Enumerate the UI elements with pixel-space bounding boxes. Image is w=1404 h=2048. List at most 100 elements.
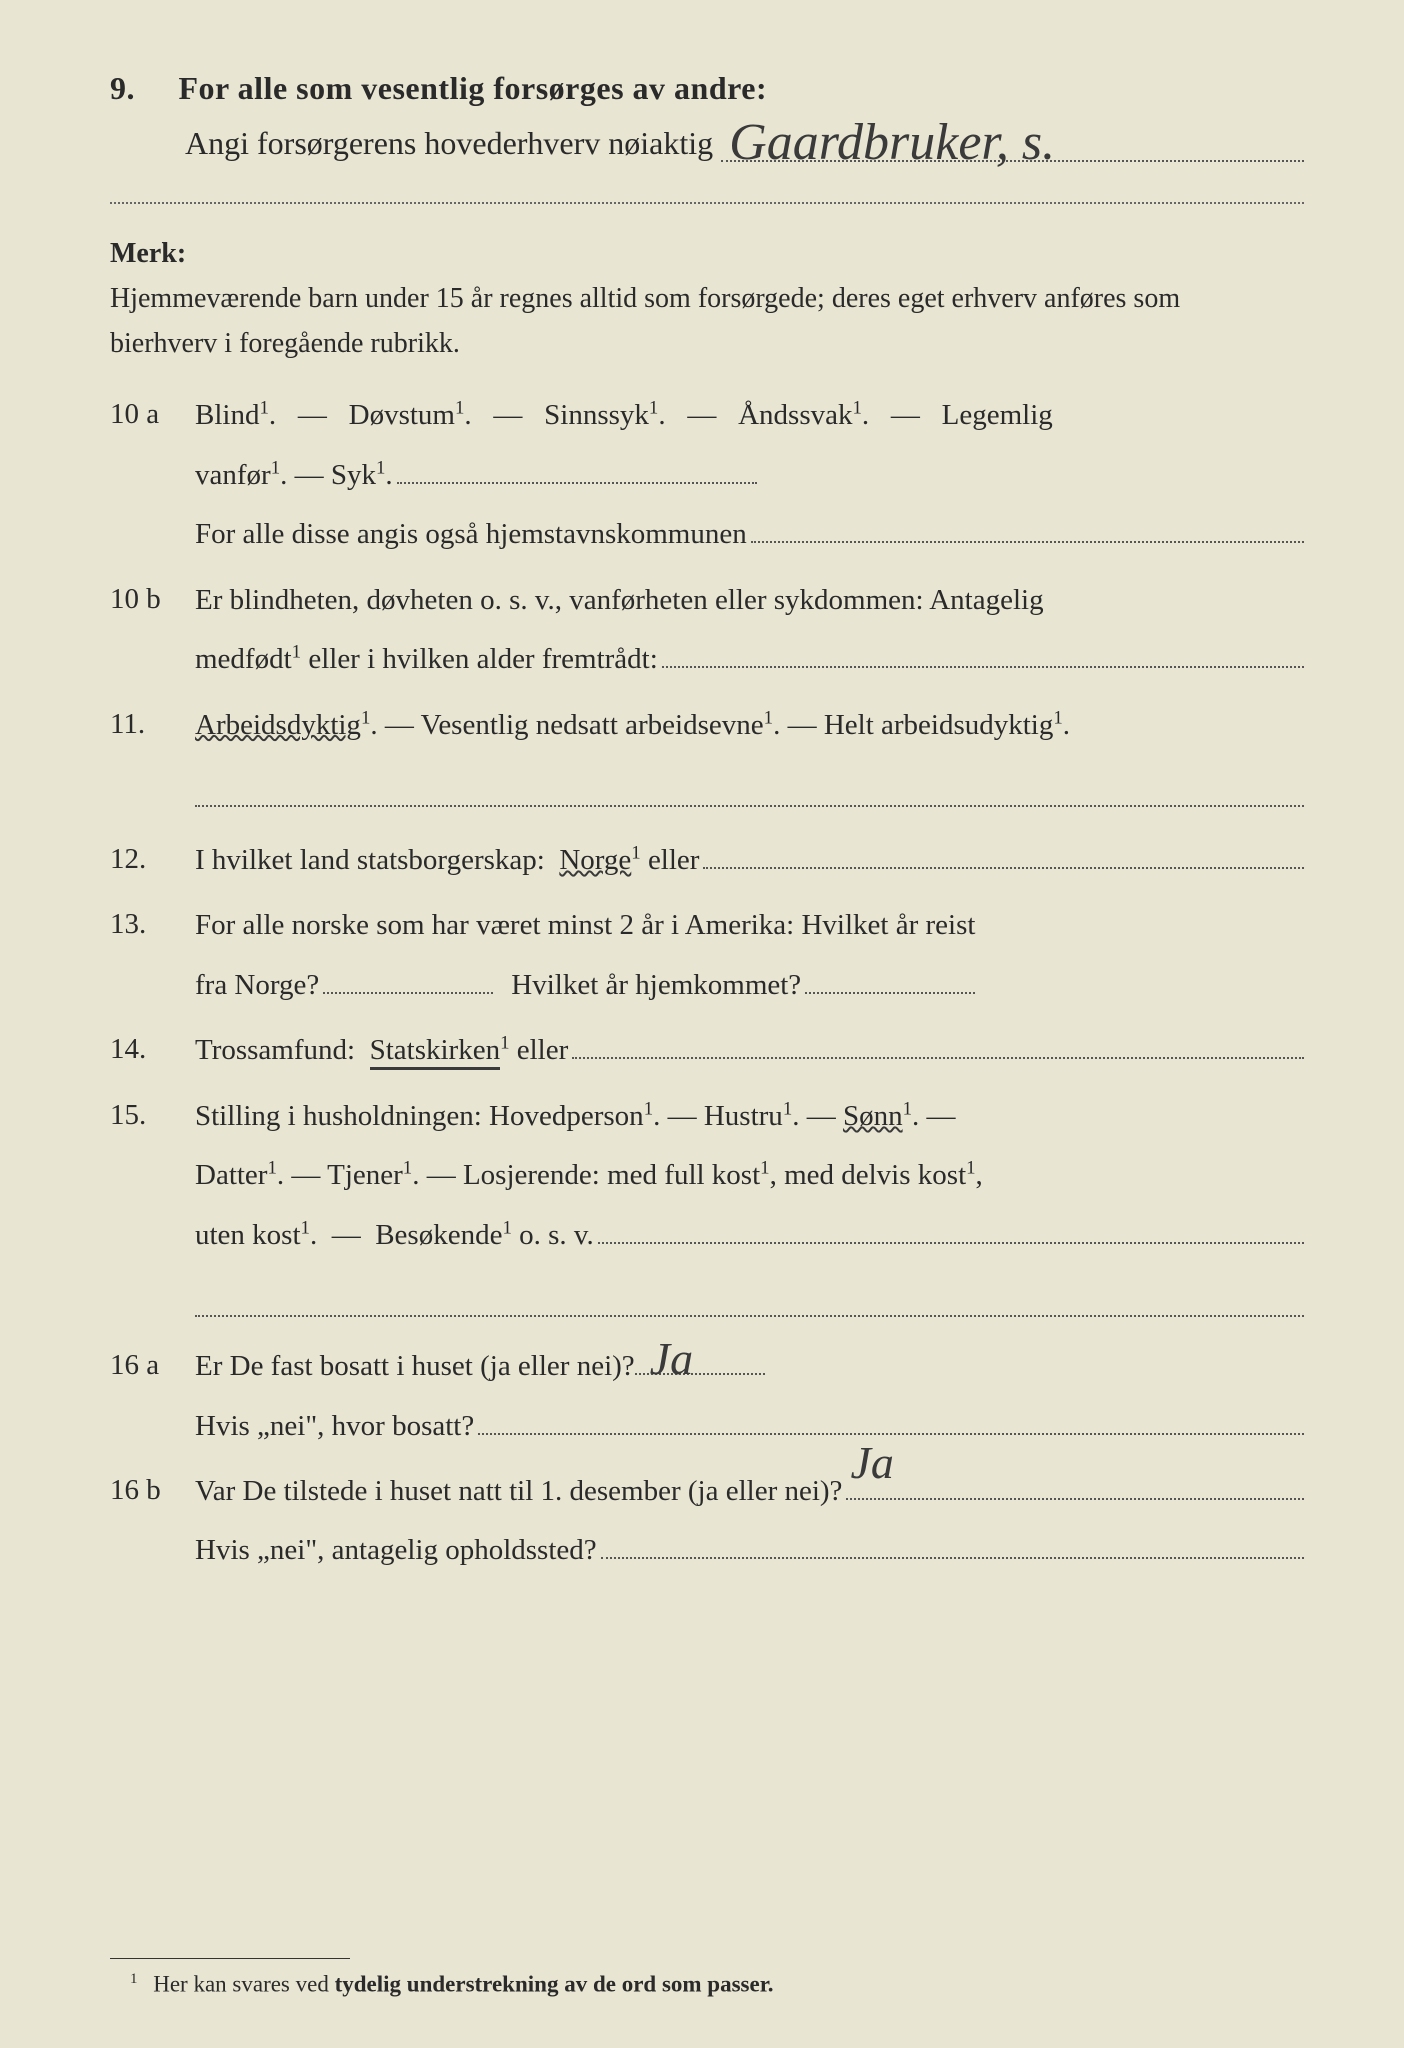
q9-handwritten-answer: Gaardbruker, s.: [729, 113, 1055, 172]
q16a-line2: Hvis „nei", hvor bosatt?: [195, 1397, 1304, 1456]
q14-text-a: Trossamfund:: [195, 1034, 370, 1066]
q10b-alder-field[interactable]: [662, 644, 1304, 668]
q10a-line1: Blind1. — Døvstum1. — Sinnssyk1. — Åndss…: [195, 386, 1304, 445]
q10a-number: 10 a: [110, 386, 195, 564]
q11-arbeidsdyktig-selected: Arbeidsdyktig: [195, 709, 361, 741]
q9-prompt-line: Angi forsørgerens hovederhverv nøiaktig …: [110, 125, 1304, 162]
q10a-opt-syk: Syk: [331, 459, 376, 491]
footnote-text-a: Her kan svares ved: [153, 1972, 334, 1997]
merk-label: Merk:: [110, 232, 205, 277]
q11-mid: — Vesentlig nedsatt arbeidsevne: [378, 709, 764, 741]
q16a-number: 16 a: [110, 1337, 195, 1456]
q15-comma: ,: [976, 1159, 983, 1191]
q14-body: Trossamfund: Statskirken1 eller: [195, 1021, 1304, 1080]
footnote-rule: [110, 1958, 350, 1959]
q15-uten-kost: uten kost: [195, 1219, 301, 1251]
q16b-line2: Hvis „nei", antagelig opholdssted?: [195, 1521, 1304, 1580]
q15-fill-1[interactable]: [598, 1220, 1304, 1244]
q16a-body: Er De fast bosatt i huset (ja eller nei)…: [195, 1337, 1304, 1456]
question-16b: 16 b Var De tilstede i huset natt til 1.…: [110, 1462, 1304, 1581]
q10a-line1b: vanfør1. — Syk1.: [195, 446, 1304, 505]
q9-title-text: For alle som vesentlig forsørges av andr…: [179, 70, 768, 106]
q12-norge-selected: Norge: [559, 844, 631, 876]
q16b-opholdssted-field[interactable]: [601, 1535, 1304, 1559]
q11-number: 11.: [110, 696, 195, 813]
footnote-text: 1 Her kan svares ved tydelig understrekn…: [110, 1971, 1284, 1998]
q15-osv: o. s. v.: [512, 1219, 594, 1251]
q16a-line1: Er De fast bosatt i huset (ja eller nei)…: [195, 1337, 1304, 1396]
q10a-hjemstavn-text: For alle disse angis også hjemstavnskomm…: [195, 505, 747, 564]
q14-other-field[interactable]: [572, 1035, 1304, 1059]
q15-besokende: — Besøkende: [317, 1219, 502, 1251]
q16a-question: Er De fast bosatt i huset (ja eller nei)…: [195, 1337, 635, 1396]
q15-line1: Stilling i husholdningen: Hovedperson1. …: [195, 1087, 1304, 1146]
q12-line: I hvilket land statsborgerskap: Norge1 e…: [195, 831, 1304, 890]
question-16a: 16 a Er De fast bosatt i huset (ja eller…: [110, 1337, 1304, 1456]
q11-fill[interactable]: [195, 779, 1304, 807]
q10a-hjemstavn-field[interactable]: [751, 519, 1304, 543]
q13-year-left-field[interactable]: [323, 970, 493, 994]
question-15: 15. Stilling i husholdningen: Hovedperso…: [110, 1087, 1304, 1323]
q15-fill-2[interactable]: [195, 1289, 1304, 1317]
divider-1: [110, 202, 1304, 204]
q16b-question: Var De tilstede i huset natt til 1. dese…: [195, 1462, 842, 1521]
q12-text-b: eller: [641, 844, 700, 876]
q15-delvis: , med delvis kost: [770, 1159, 967, 1191]
question-14: 14. Trossamfund: Statskirken1 eller: [110, 1021, 1304, 1080]
q12-number: 12.: [110, 831, 195, 890]
q10a-line2: For alle disse angis også hjemstavnskomm…: [195, 505, 1304, 564]
q12-other-field[interactable]: [703, 845, 1304, 869]
q15-number: 15.: [110, 1087, 195, 1323]
q15-line3: uten kost1. — Besøkende1 o. s. v.: [195, 1206, 1304, 1265]
q9-heading: 9. For alle som vesentlig forsørges av a…: [110, 70, 1304, 107]
footnote-area: 1 Her kan svares ved tydelig understrekn…: [110, 1948, 1284, 1998]
q12-text-a: I hvilket land statsborgerskap:: [195, 844, 559, 876]
q10a-fill-1[interactable]: [397, 460, 757, 484]
q9-prompt-text: Angi forsørgerens hovederhverv nøiaktig: [185, 125, 713, 162]
q11-end: — Helt arbeidsudyktig: [780, 709, 1053, 741]
q15-tjener: — Tjener: [284, 1159, 403, 1191]
q10a-opt-legemlig: Legemlig: [942, 399, 1053, 431]
q16b-number: 16 b: [110, 1462, 195, 1581]
question-11: 11. Arbeidsdyktig1. — Vesentlig nedsatt …: [110, 696, 1304, 813]
q10b-body: Er blindheten, døvheten o. s. v., vanfør…: [195, 571, 1304, 690]
q9-number: 9.: [110, 70, 170, 107]
q14-number: 14.: [110, 1021, 195, 1080]
q16b-answer-field[interactable]: [846, 1476, 1304, 1500]
q9-answer-field[interactable]: Gaardbruker, s.: [721, 134, 1304, 162]
q15-hustru: — Hustru: [660, 1100, 782, 1132]
q13-fra-norge: fra Norge?: [195, 956, 319, 1015]
merk-text: Hjemmeværende barn under 15 år regnes al…: [110, 277, 1204, 367]
q14-text-b: eller: [510, 1034, 569, 1066]
q16b-line1: Var De tilstede i huset natt til 1. dese…: [195, 1462, 1304, 1521]
q13-body: For alle norske som har været minst 2 år…: [195, 896, 1304, 1015]
q16b-hvis-nei: Hvis „nei", antagelig opholdssted?: [195, 1521, 597, 1580]
question-9: 9. For alle som vesentlig forsørges av a…: [110, 70, 1304, 162]
q13-year-return-field[interactable]: [805, 970, 975, 994]
q14-statskirken-selected: Statskirken: [370, 1034, 501, 1070]
q10a-opt-andssvak: Åndssvak: [738, 399, 852, 431]
q10a-opt-dovstum: Døvstum: [349, 399, 455, 431]
q10b-line1: Er blindheten, døvheten o. s. v., vanfør…: [195, 571, 1304, 630]
question-10b: 10 b Er blindheten, døvheten o. s. v., v…: [110, 571, 1304, 690]
question-12: 12. I hvilket land statsborgerskap: Norg…: [110, 831, 1304, 890]
q16a-hvis-nei: Hvis „nei", hvor bosatt?: [195, 1397, 474, 1456]
q10a-opt-blind: Blind: [195, 399, 259, 431]
question-10a: 10 a Blind1. — Døvstum1. — Sinnssyk1. — …: [110, 386, 1304, 564]
q16a-handwritten-ja: Ja: [650, 1312, 693, 1406]
q10a-opt-sinnssyk: Sinnssyk: [544, 399, 649, 431]
q10b-medfodt: medfødt: [195, 643, 292, 675]
q11-body: Arbeidsdyktig1. — Vesentlig nedsatt arbe…: [195, 696, 1304, 813]
census-form-page: 9. For alle som vesentlig forsørges av a…: [110, 70, 1304, 1988]
footnote-marker: 1: [130, 1971, 137, 1987]
q15-dash1: —: [799, 1100, 843, 1132]
q13-line1: For alle norske som har været minst 2 år…: [195, 896, 1304, 955]
q15-losjerende: — Losjerende: med full kost: [419, 1159, 760, 1191]
q13-hjemkommet: Hvilket år hjemkommet?: [511, 956, 801, 1015]
q13-number: 13.: [110, 896, 195, 1015]
q10a-body: Blind1. — Døvstum1. — Sinnssyk1. — Åndss…: [195, 386, 1304, 564]
q15-line2: Datter1. — Tjener1. — Losjerende: med fu…: [195, 1146, 1304, 1205]
q15-dash2: —: [919, 1100, 955, 1132]
q10b-alder-text: eller i hvilken alder fremtrådt:: [301, 643, 658, 675]
q14-line: Trossamfund: Statskirken1 eller: [195, 1021, 1304, 1080]
